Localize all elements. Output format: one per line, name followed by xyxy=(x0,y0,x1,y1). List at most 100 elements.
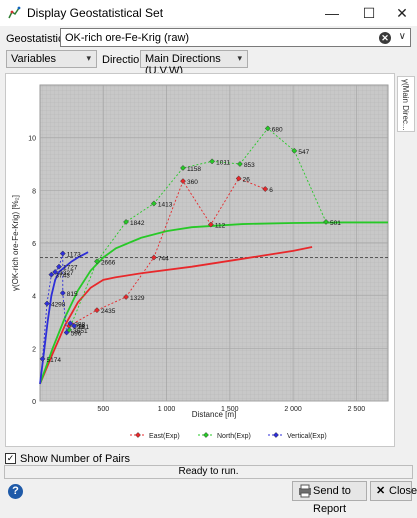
vertical-legend-marker xyxy=(273,432,279,438)
geostatistical-set-combo[interactable]: OK-rich ore-Fe-Krig (raw) ✕ ∨ xyxy=(60,28,411,47)
status-bar: Ready to run. xyxy=(4,465,413,479)
geostatistical-set-value: OK-rich ore-Fe-Krig (raw) xyxy=(65,32,190,44)
report-icon xyxy=(299,484,311,498)
help-icon[interactable]: ? xyxy=(8,484,23,499)
y-tick-label: 2 xyxy=(32,346,36,353)
y-axis-label: γ(OK-rich ore-Fe-Krig) [%₂] xyxy=(11,195,20,291)
clear-icon[interactable]: ✕ xyxy=(379,32,391,44)
vertical-legend-label: Vertical(Exp) xyxy=(287,433,327,440)
north-exp-point[interactable] xyxy=(180,164,186,171)
east-exp-point[interactable] xyxy=(207,221,214,228)
east-exp-point[interactable] xyxy=(262,186,269,192)
north-pair-count-label: 680 xyxy=(272,126,283,133)
vertical-exp-point[interactable] xyxy=(59,290,66,296)
east-exp-point[interactable] xyxy=(150,254,157,261)
x-tick-label: 500 xyxy=(97,406,109,413)
north-pair-count-label: 1011 xyxy=(216,159,230,166)
vertical-exp-point[interactable] xyxy=(39,355,46,362)
send-to-report-label: Send to Report xyxy=(313,485,351,515)
close-button[interactable]: ✕ Close xyxy=(370,481,417,501)
minimize-button[interactable]: — xyxy=(325,5,339,21)
east-exp-point[interactable] xyxy=(180,178,186,185)
x-tick-label: 1 000 xyxy=(158,406,176,413)
y-tick-label: 6 xyxy=(32,241,36,248)
vertical-exp-point[interactable] xyxy=(48,271,55,278)
north-exp-line xyxy=(68,127,327,331)
vertical-pair-count-label: 1727 xyxy=(63,265,78,272)
directions-combo[interactable]: Main Directions (U,V,W) ▾ xyxy=(140,50,248,77)
north-exp-point[interactable] xyxy=(123,218,130,225)
vertical-exp-point[interactable] xyxy=(56,263,62,270)
north-exp-point[interactable] xyxy=(150,200,157,207)
x-tick-label: 1 500 xyxy=(221,406,239,413)
north-pair-count-label: 1842 xyxy=(130,220,145,227)
vertical-exp-point[interactable] xyxy=(67,320,74,327)
show-pairs-label: Show Number of Pairs xyxy=(20,453,131,465)
x-tick-label: 2 000 xyxy=(284,406,302,413)
north-pair-count-label: 1413 xyxy=(158,202,173,209)
y-tick-label: 4 xyxy=(32,294,36,301)
east-pair-count-label: 6 xyxy=(269,187,273,194)
north-exp-point[interactable] xyxy=(93,258,100,265)
maximize-button[interactable]: ☐ xyxy=(362,5,376,21)
vertical-exp-point[interactable] xyxy=(44,300,50,307)
y-tick-label: 0 xyxy=(32,399,36,406)
vertical-pair-count-label: 596 xyxy=(71,331,82,338)
vertical-pair-count-label: 3327 xyxy=(59,270,74,277)
title-bar: Display Geostatistical Set — ☐ ✕ xyxy=(0,0,417,26)
east-legend-label: East(Exp) xyxy=(149,433,180,440)
east-pair-count-label: 360 xyxy=(187,179,198,186)
chevron-down-icon: ▾ xyxy=(86,53,91,63)
vertical-pair-count-label: 5174 xyxy=(47,357,62,364)
send-to-report-button[interactable]: Send to Report xyxy=(292,481,367,515)
east-exp-point[interactable] xyxy=(93,307,100,314)
east-model-curve xyxy=(39,246,313,385)
close-window-button[interactable]: ✕ xyxy=(396,5,408,21)
east-pair-count-label: 112 xyxy=(215,223,226,230)
chevron-down-icon: ▾ xyxy=(237,53,242,63)
north-model-curve xyxy=(39,221,388,385)
north-pair-count-label: 501 xyxy=(330,220,341,227)
north-legend-label: North(Exp) xyxy=(217,433,251,440)
vertical-exp-line xyxy=(42,253,75,359)
east-pair-count-label: 744 xyxy=(158,255,169,262)
x-axis-label: Distance [m] xyxy=(192,410,236,419)
window-title: Display Geostatistical Set xyxy=(27,6,164,20)
north-exp-point[interactable] xyxy=(264,125,271,132)
show-pairs-checkbox[interactable]: ✓ xyxy=(5,453,16,464)
vertical-exp-point[interactable] xyxy=(63,329,70,336)
x-tick-label: 2 500 xyxy=(348,406,366,413)
vertical-pair-count-label: 281 xyxy=(78,324,89,331)
north-exp-point[interactable] xyxy=(236,161,243,167)
close-icon: ✕ xyxy=(376,485,386,497)
vertical-model-curve xyxy=(39,251,89,384)
vertical-exp-point[interactable] xyxy=(52,269,59,275)
north-pair-count-label: 853 xyxy=(244,162,255,169)
side-tab-main-directions[interactable]: γ(Main Direc... xyxy=(397,76,415,132)
variables-combo[interactable]: Variables ▾ xyxy=(6,50,97,68)
east-pair-count-label: 26 xyxy=(243,176,251,183)
north-exp-point[interactable] xyxy=(291,147,298,154)
north-exp-point[interactable] xyxy=(323,218,329,225)
north-pair-count-label: 1158 xyxy=(187,166,201,173)
north-pair-count-label: 547 xyxy=(298,149,309,156)
vertical-pair-count-label: 815 xyxy=(67,291,78,298)
north-exp-point[interactable] xyxy=(209,158,216,165)
east-pair-count-label: 2435 xyxy=(101,308,116,315)
east-legend-marker xyxy=(135,432,141,438)
north-legend-marker xyxy=(203,432,209,438)
east-exp-point[interactable] xyxy=(235,175,242,182)
vertical-exp-point[interactable] xyxy=(71,322,78,329)
vertical-pair-count-label: 4298 xyxy=(51,302,66,309)
north-pair-count-label: 2666 xyxy=(101,259,116,266)
variables-value: Variables xyxy=(11,53,57,65)
east-pair-count-label: 398 xyxy=(73,324,84,331)
east-pair-count-label: 1329 xyxy=(130,295,145,302)
vertical-pair-count-label: 1173 xyxy=(67,252,81,259)
y-tick-label: 8 xyxy=(32,188,36,195)
east-exp-point[interactable] xyxy=(123,294,130,300)
chevron-down-icon[interactable]: ∨ xyxy=(398,31,406,42)
close-label: Close xyxy=(389,485,417,497)
vertical-pair-count-label: 388 xyxy=(74,321,85,328)
vertical-exp-point[interactable] xyxy=(59,250,66,257)
